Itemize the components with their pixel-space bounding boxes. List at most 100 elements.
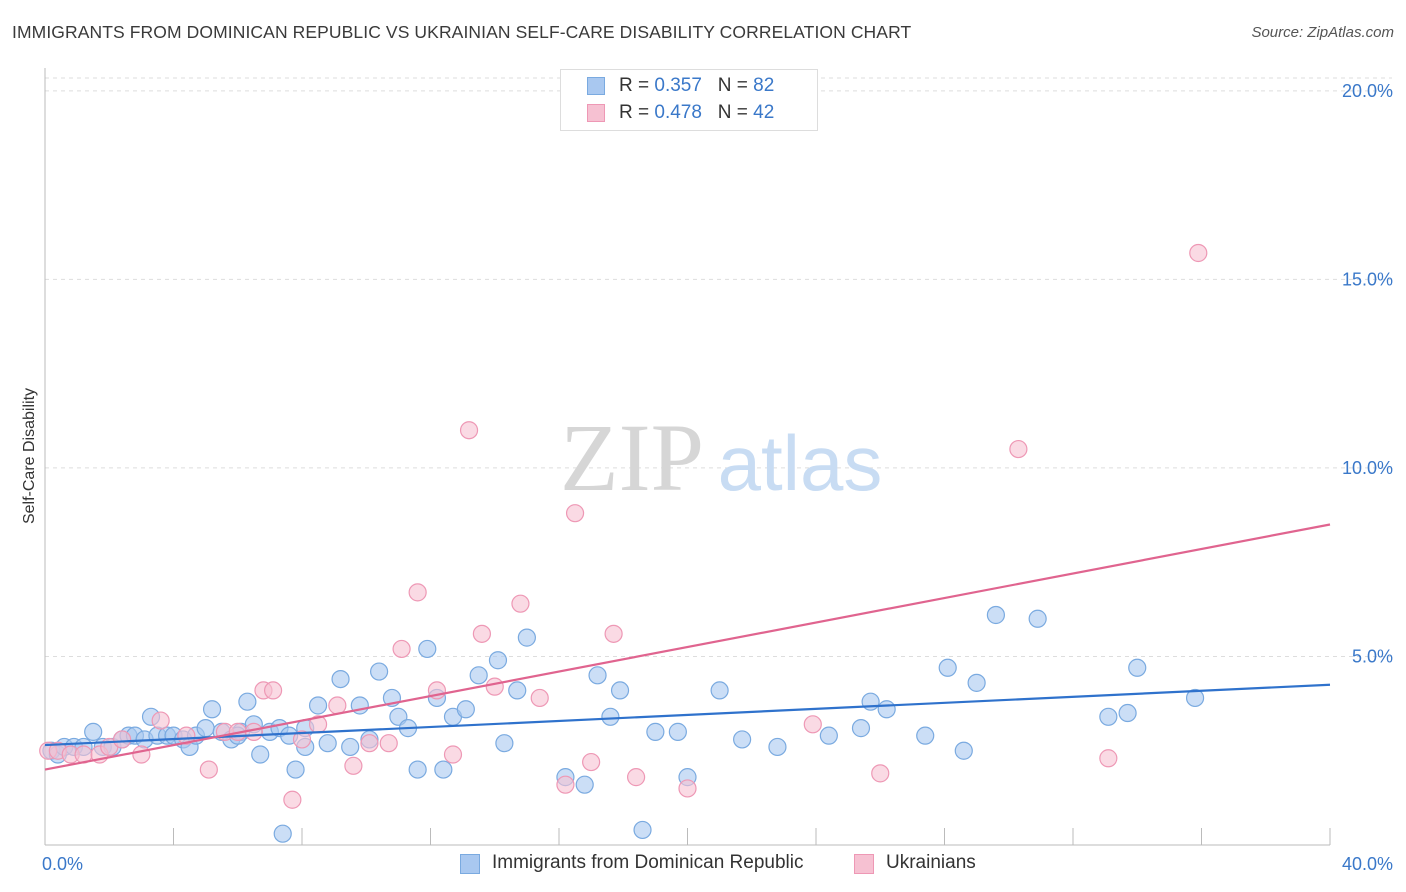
- legend-swatch-blue: [587, 77, 605, 95]
- legend-r-label: R =: [619, 75, 655, 96]
- data-point: [1009, 439, 1028, 459]
- data-point: [1185, 688, 1205, 708]
- legend-r-value: 0.478: [654, 102, 702, 123]
- source-note: Source: ZipAtlas.com: [1251, 24, 1394, 41]
- trend-lines: [44, 523, 1331, 771]
- y-tick-label: 15.0%: [1342, 269, 1393, 289]
- data-point: [286, 760, 305, 779]
- legend-swatch-pink: [587, 104, 605, 122]
- bottom-legend-label: Immigrants from Dominican Republic: [492, 852, 804, 873]
- data-point: [341, 737, 360, 757]
- data-point: [443, 745, 463, 764]
- data-point: [177, 726, 196, 745]
- data-point: [938, 658, 957, 677]
- trend-line: [44, 683, 1331, 747]
- series-dominican-points: [42, 605, 1205, 843]
- data-point: [360, 734, 379, 753]
- data-point: [1128, 658, 1147, 677]
- data-point: [1099, 749, 1118, 768]
- watermark-zip: ZIP: [560, 404, 704, 511]
- data-point: [469, 666, 488, 685]
- data-point: [575, 775, 594, 794]
- x-tick-label: 40.0%: [1342, 854, 1393, 874]
- data-point: [292, 730, 312, 749]
- data-point: [768, 737, 787, 757]
- data-point: [495, 734, 514, 753]
- series-ukrainian-points: [39, 243, 1208, 809]
- data-point: [916, 726, 935, 745]
- y-tick-label: 20.0%: [1342, 81, 1393, 101]
- data-point: [408, 760, 427, 779]
- data-point: [626, 768, 646, 787]
- data-point: [986, 605, 1006, 625]
- bottom-legend-swatch-blue: [460, 854, 480, 874]
- legend-r-label: R =: [619, 102, 655, 123]
- data-point: [112, 730, 132, 749]
- data-point: [379, 734, 398, 753]
- data-point: [508, 681, 527, 700]
- data-point: [1028, 609, 1047, 628]
- data-point: [328, 696, 347, 715]
- grid-lines: [45, 77, 1392, 657]
- data-point: [582, 752, 601, 772]
- data-point: [273, 824, 292, 843]
- data-point: [308, 696, 328, 715]
- y-tick-label: 10.0%: [1342, 458, 1393, 478]
- data-point: [331, 669, 350, 689]
- bottom-legend-label: Ukrainians: [886, 852, 976, 873]
- data-point: [511, 594, 530, 613]
- trend-line: [44, 523, 1331, 771]
- data-point: [877, 700, 896, 719]
- data-point: [196, 719, 215, 738]
- data-point: [1189, 243, 1208, 263]
- data-point: [530, 688, 549, 708]
- correlation-legend: R = 0.357 N = 82 R = 0.478 N = 42: [560, 69, 818, 131]
- data-point: [678, 779, 697, 798]
- data-point: [668, 722, 687, 741]
- data-point: [851, 719, 871, 738]
- data-point: [733, 730, 752, 749]
- data-point: [819, 726, 838, 745]
- data-point: [472, 624, 491, 643]
- data-point: [434, 760, 453, 779]
- data-point: [633, 820, 652, 840]
- axes: [44, 68, 1331, 846]
- data-point: [283, 790, 302, 809]
- chart-title: IMMIGRANTS FROM DOMINICAN REPUBLIC VS UK…: [12, 22, 912, 42]
- data-point: [1099, 707, 1118, 726]
- data-point: [646, 722, 665, 741]
- data-point: [488, 651, 508, 670]
- data-point: [199, 760, 218, 779]
- data-point: [565, 504, 585, 523]
- data-point: [408, 583, 427, 602]
- data-point: [601, 707, 620, 726]
- legend-n-value: 42: [753, 102, 775, 123]
- data-point: [803, 715, 822, 734]
- data-point: [517, 628, 536, 647]
- data-point: [151, 711, 170, 730]
- data-point: [263, 681, 283, 700]
- x-tick-label: 0.0%: [42, 854, 83, 874]
- data-point: [967, 673, 986, 692]
- data-point: [202, 700, 222, 719]
- data-point: [485, 677, 504, 696]
- watermark: ZIP atlas: [560, 404, 882, 511]
- data-point: [1118, 703, 1137, 723]
- data-point: [556, 775, 575, 794]
- data-point: [418, 639, 437, 659]
- bottom-legend-swatch-pink: [854, 854, 874, 874]
- legend-r-value: 0.357: [654, 75, 702, 96]
- data-point: [871, 764, 890, 783]
- data-point: [710, 681, 729, 700]
- data-point: [604, 624, 623, 643]
- legend-n-label: N =: [717, 102, 754, 123]
- data-point: [588, 666, 607, 685]
- y-tick-label: 5.0%: [1352, 646, 1393, 666]
- legend-n-value: 82: [753, 75, 775, 96]
- data-point: [392, 639, 411, 659]
- data-point: [456, 700, 475, 719]
- data-point: [84, 722, 103, 741]
- data-point: [344, 756, 363, 775]
- data-point: [370, 662, 389, 681]
